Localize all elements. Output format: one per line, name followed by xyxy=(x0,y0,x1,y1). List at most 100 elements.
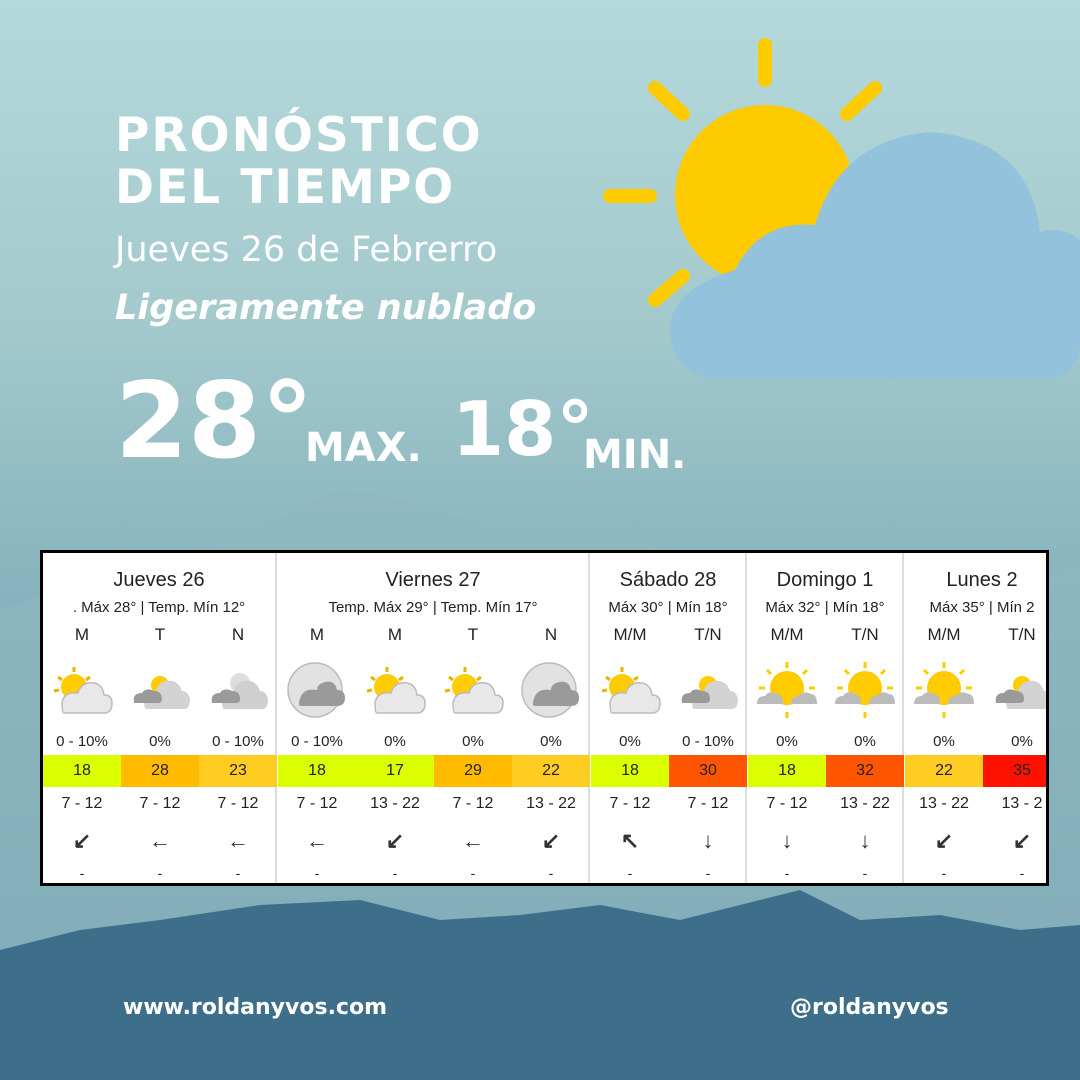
wind-speed: 13 - 2 xyxy=(1001,795,1043,812)
wind-speed: 13 - 22 xyxy=(840,795,890,812)
wind-speed: 13 - 22 xyxy=(370,795,420,812)
period-label: M/M xyxy=(613,625,647,644)
period-column: N 0 - 10% 23 7 - 12 ← - xyxy=(199,625,277,881)
wind-speed: 7 - 12 xyxy=(296,795,338,812)
sun-dark-cloud-icon xyxy=(121,655,199,725)
max-temp: 28° xyxy=(115,360,314,482)
extra-value: - xyxy=(548,865,554,881)
period-column: M/M 0% 18 7 - 12 ↖ - xyxy=(591,625,669,881)
extra-value: - xyxy=(235,865,241,881)
extra-value: - xyxy=(627,865,633,881)
wind-speed: 7 - 12 xyxy=(139,795,181,812)
sun-cloud-icon xyxy=(356,655,434,725)
period-column: T/N 0% 35 13 - 2 ↙ - xyxy=(983,625,1046,881)
period-label: M xyxy=(387,625,403,644)
sun-cloud-icon xyxy=(434,655,512,725)
wind-arrow-sw-icon: ↙ xyxy=(934,828,954,853)
sun-dark-cloud-icon xyxy=(983,655,1046,725)
temperature-cell: 18 xyxy=(748,755,826,787)
period-label: M xyxy=(74,625,90,644)
period-label: T/N xyxy=(1008,625,1036,644)
period-column: T/N 0 - 10% 30 7 - 12 ↓ - xyxy=(669,625,747,881)
period-label: T xyxy=(467,625,479,644)
day-column: Sábado 28 Máx 30° | Mín 18° M/M 0% 18 7 … xyxy=(591,553,747,883)
temperature-cell: 28 xyxy=(121,755,199,787)
social-handle[interactable]: @roldanyvos xyxy=(790,995,949,1020)
min-label: MIN. xyxy=(583,432,687,478)
day-title: Lunes 2 xyxy=(946,569,1018,591)
period-column: T 0% 29 7 - 12 ← - xyxy=(434,625,512,881)
precip-chance: 0% xyxy=(462,733,484,750)
day-column: Lunes 2 Máx 35° | Mín 2 M/M 0% 22 13 - 2… xyxy=(905,553,1046,883)
wind-speed: 7 - 12 xyxy=(766,795,808,812)
period-label: M/M xyxy=(770,625,804,644)
temperature-cell: 18 xyxy=(43,755,121,787)
period-column: T/N 0% 32 13 - 22 ↓ - xyxy=(826,625,904,881)
title-line-1: PRONÓSTICO xyxy=(115,108,483,163)
day-temp-range: . Máx 28° | Temp. Mín 12° xyxy=(72,599,246,616)
title-line-2: DEL TIEMPO xyxy=(115,160,456,215)
wind-arrow-sw-icon: ↙ xyxy=(541,828,561,853)
extra-value: - xyxy=(705,865,711,881)
day-title: Viernes 27 xyxy=(385,569,481,591)
extra-value: - xyxy=(784,865,790,881)
day-column: Viernes 27 Temp. Máx 29° | Temp. Mín 17°… xyxy=(278,553,590,883)
period-column: M/M 0% 18 7 - 12 ↓ - xyxy=(748,625,826,881)
temperature-cell: 23 xyxy=(199,755,277,787)
temperature-cell: 18 xyxy=(591,755,669,787)
day-title: Domingo 1 xyxy=(776,569,874,591)
extra-value: - xyxy=(157,865,163,881)
sun-behind-cloud-icon xyxy=(603,38,1080,378)
wind-arrow-nw-icon: ↖ xyxy=(620,828,640,853)
precip-chance: 0% xyxy=(933,733,955,750)
moon-cloud-icon xyxy=(512,655,590,725)
wind-arrow-s-icon: ↓ xyxy=(859,828,871,853)
day-column: Domingo 1 Máx 32° | Mín 18° M/M 0% 18 7 … xyxy=(748,553,904,883)
precip-chance: 0% xyxy=(540,733,562,750)
wind-speed: 7 - 12 xyxy=(609,795,651,812)
period-column: M/M 0% 22 13 - 22 ↙ - xyxy=(905,625,983,881)
temperature-cell: 32 xyxy=(826,755,904,787)
extra-value: - xyxy=(941,865,947,881)
precip-chance: 0 - 10% xyxy=(682,733,734,750)
temperature-cell: 35 xyxy=(983,755,1046,787)
day-temp-range: Máx 30° | Mín 18° xyxy=(608,599,728,616)
sun-small-clouds-icon xyxy=(905,655,983,725)
wind-arrow-s-icon: ↓ xyxy=(702,828,714,853)
wind-speed: 13 - 22 xyxy=(919,795,969,812)
wind-arrow-w-icon: ← xyxy=(149,828,171,853)
sun-cloud-icon xyxy=(43,655,121,725)
day-temp-range: Temp. Máx 29° | Temp. Mín 17° xyxy=(328,599,538,616)
period-label: N xyxy=(231,625,245,644)
wind-arrow-sw-icon: ↙ xyxy=(385,828,405,853)
wind-speed: 7 - 12 xyxy=(217,795,259,812)
moon-dark-cloud-icon xyxy=(199,655,277,725)
website-link[interactable]: www.roldanyvos.com xyxy=(123,995,388,1020)
temperature-cell: 29 xyxy=(434,755,512,787)
precip-chance: 0% xyxy=(776,733,798,750)
period-column: N 0% 22 13 - 22 ↙ - xyxy=(512,625,590,881)
precip-chance: 0% xyxy=(619,733,641,750)
wind-arrow-sw-icon: ↙ xyxy=(1012,828,1032,853)
sun-dark-cloud-icon xyxy=(669,655,747,725)
period-label: M xyxy=(309,625,325,644)
wind-arrow-w-icon: ← xyxy=(227,828,249,853)
extra-value: - xyxy=(1019,865,1025,881)
period-column: T 0% 28 7 - 12 ← - xyxy=(121,625,199,881)
extra-value: - xyxy=(314,865,320,881)
max-label: MAX. xyxy=(305,425,422,471)
wind-speed: 13 - 22 xyxy=(526,795,576,812)
extra-value: - xyxy=(862,865,868,881)
period-label: M/M xyxy=(927,625,961,644)
temperature-cell: 22 xyxy=(512,755,590,787)
period-label: T xyxy=(154,625,166,644)
extra-value: - xyxy=(470,865,476,881)
precip-chance: 0% xyxy=(1011,733,1033,750)
mountains-front xyxy=(0,890,1080,1080)
day-temp-range: Máx 35° | Mín 2 xyxy=(929,599,1035,616)
precip-chance: 0% xyxy=(384,733,406,750)
period-column: M 0 - 10% 18 7 - 12 ↙ - xyxy=(43,625,121,881)
day-title: Jueves 26 xyxy=(113,569,205,591)
moon-cloud-icon xyxy=(278,655,356,725)
forecast-table: Jueves 26 . Máx 28° | Temp. Mín 12° M 0 … xyxy=(40,550,1049,886)
